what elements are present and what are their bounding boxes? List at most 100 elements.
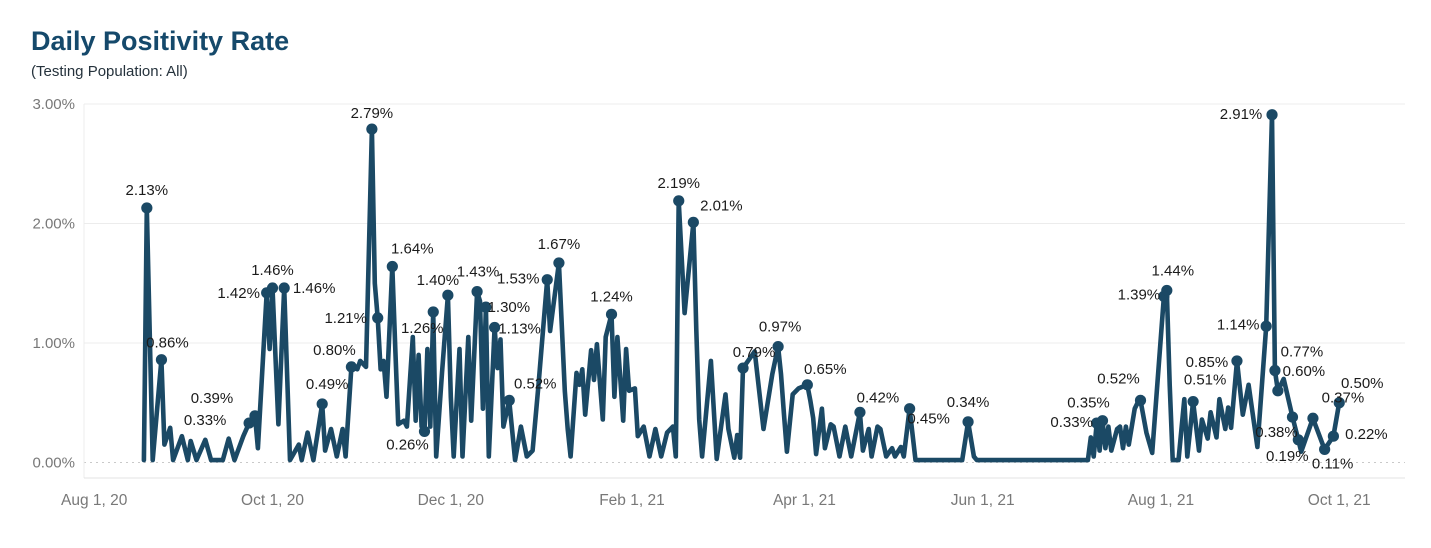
data-point-marker[interactable] bbox=[1260, 320, 1272, 332]
data-point-marker[interactable] bbox=[249, 410, 261, 422]
data-point-label: 0.65% bbox=[804, 361, 847, 378]
chart-title: Daily Positivity Rate bbox=[31, 26, 290, 56]
data-point-label: 1.13% bbox=[498, 320, 541, 337]
data-point-marker[interactable] bbox=[316, 398, 328, 410]
y-tick-label: 1.00% bbox=[32, 335, 75, 352]
data-point-label: 0.26% bbox=[386, 436, 429, 453]
data-point-label: 0.77% bbox=[1281, 343, 1324, 360]
data-point-marker[interactable] bbox=[772, 340, 784, 353]
data-point-marker[interactable] bbox=[904, 403, 916, 415]
data-point-marker[interactable] bbox=[1319, 443, 1331, 455]
data-point-marker[interactable] bbox=[141, 202, 153, 214]
data-point-marker[interactable] bbox=[266, 282, 279, 294]
data-point-marker[interactable] bbox=[489, 321, 501, 334]
data-point-label: 0.86% bbox=[146, 335, 189, 352]
data-point-marker[interactable] bbox=[687, 216, 699, 228]
y-tick-label: 2.00% bbox=[32, 216, 75, 233]
data-point-marker[interactable] bbox=[553, 257, 565, 269]
data-point-label: 0.42% bbox=[857, 389, 900, 406]
data-point-label: 0.34% bbox=[947, 394, 990, 411]
data-point-label: 1.44% bbox=[1152, 262, 1195, 279]
data-point-marker[interactable] bbox=[442, 289, 454, 301]
data-point-label: 1.21% bbox=[324, 310, 367, 327]
data-point-label: 0.97% bbox=[759, 319, 802, 336]
data-point-marker[interactable] bbox=[155, 354, 168, 366]
data-point-marker[interactable] bbox=[737, 362, 749, 374]
data-point-marker[interactable] bbox=[278, 282, 290, 294]
data-point-label: 0.22% bbox=[1345, 426, 1388, 443]
data-point-label: 1.24% bbox=[590, 288, 633, 305]
data-point-label: 2.13% bbox=[126, 182, 169, 199]
data-point-label: 2.91% bbox=[1220, 106, 1263, 123]
data-point-label: 1.43% bbox=[457, 264, 500, 281]
data-point-label: 0.37% bbox=[1322, 389, 1365, 406]
data-point-label: 2.01% bbox=[700, 197, 743, 214]
data-point-label: 1.39% bbox=[1118, 286, 1161, 303]
data-point-marker[interactable] bbox=[801, 379, 813, 391]
y-tick-label: 0.00% bbox=[32, 455, 75, 472]
data-point-marker[interactable] bbox=[1307, 412, 1319, 424]
data-point-marker[interactable] bbox=[1096, 415, 1109, 427]
data-point-marker[interactable] bbox=[541, 274, 553, 286]
chart-subtitle: (Testing Population: All) bbox=[31, 63, 188, 80]
data-point-label: 0.79% bbox=[733, 344, 776, 361]
data-point-marker[interactable] bbox=[1187, 395, 1199, 408]
data-point-label: 0.11% bbox=[1312, 455, 1353, 472]
data-point-label: 0.39% bbox=[191, 390, 234, 407]
x-tick-label: Apr 1, 21 bbox=[773, 492, 836, 509]
data-point-marker[interactable] bbox=[962, 416, 974, 428]
data-point-label: 0.51% bbox=[1184, 372, 1227, 389]
x-tick-label: Dec 1, 20 bbox=[418, 492, 485, 509]
data-point-label: 1.14% bbox=[1217, 316, 1260, 333]
data-point-marker[interactable] bbox=[673, 195, 685, 207]
data-point-label: 2.79% bbox=[351, 105, 394, 122]
data-point-marker[interactable] bbox=[366, 123, 378, 135]
data-point-marker[interactable] bbox=[418, 425, 431, 438]
data-point-label: 0.52% bbox=[514, 375, 557, 392]
data-point-label: 1.46% bbox=[293, 280, 336, 297]
data-point-marker[interactable] bbox=[1161, 284, 1173, 297]
x-tick-label: Oct 1, 20 bbox=[241, 492, 304, 509]
data-point-marker[interactable] bbox=[1333, 397, 1345, 409]
data-point-marker[interactable] bbox=[1269, 364, 1281, 377]
data-point-marker[interactable] bbox=[386, 260, 398, 273]
y-tick-label: 3.00% bbox=[32, 96, 75, 113]
data-point-label: 0.35% bbox=[1067, 395, 1110, 412]
data-point-label: 0.60% bbox=[1283, 363, 1326, 380]
data-point-label: 1.46% bbox=[251, 262, 294, 279]
data-point-marker[interactable] bbox=[345, 361, 358, 373]
data-point-label: 0.50% bbox=[1341, 375, 1384, 392]
data-point-label: 0.80% bbox=[313, 342, 356, 359]
x-tick-label: Jun 1, 21 bbox=[951, 492, 1015, 509]
data-point-label: 0.45% bbox=[907, 411, 950, 428]
data-point-marker[interactable] bbox=[1134, 394, 1147, 406]
data-point-marker[interactable] bbox=[480, 301, 492, 313]
data-point-marker[interactable] bbox=[1327, 430, 1339, 442]
x-tick-label: Feb 1, 21 bbox=[599, 492, 665, 509]
data-point-label: 0.85% bbox=[1186, 354, 1229, 371]
data-point-marker[interactable] bbox=[503, 394, 515, 406]
data-point-marker[interactable] bbox=[1266, 109, 1278, 121]
data-point-marker[interactable] bbox=[471, 286, 483, 298]
data-point-marker[interactable] bbox=[1272, 385, 1284, 397]
data-point-marker[interactable] bbox=[1231, 355, 1243, 367]
data-point-label: 0.38% bbox=[1255, 424, 1298, 441]
x-tick-label: Aug 1, 20 bbox=[61, 492, 128, 509]
data-point-label: 0.33% bbox=[1050, 414, 1093, 431]
data-point-label: 2.19% bbox=[657, 175, 700, 192]
data-point-label: 0.49% bbox=[306, 376, 349, 393]
data-point-marker[interactable] bbox=[1286, 411, 1299, 423]
data-point-label: 1.40% bbox=[417, 272, 460, 289]
data-point-marker[interactable] bbox=[427, 306, 439, 318]
data-point-label: 1.30% bbox=[488, 299, 531, 316]
data-point-label: 0.19% bbox=[1266, 448, 1309, 465]
data-point-marker[interactable] bbox=[605, 308, 618, 320]
x-tick-label: Aug 1, 21 bbox=[1128, 492, 1194, 509]
data-point-marker[interactable] bbox=[854, 406, 866, 418]
data-point-label: 0.33% bbox=[184, 412, 227, 429]
data-point-marker[interactable] bbox=[1292, 434, 1304, 446]
data-point-marker[interactable] bbox=[372, 312, 384, 324]
data-point-label: 1.64% bbox=[391, 241, 434, 258]
